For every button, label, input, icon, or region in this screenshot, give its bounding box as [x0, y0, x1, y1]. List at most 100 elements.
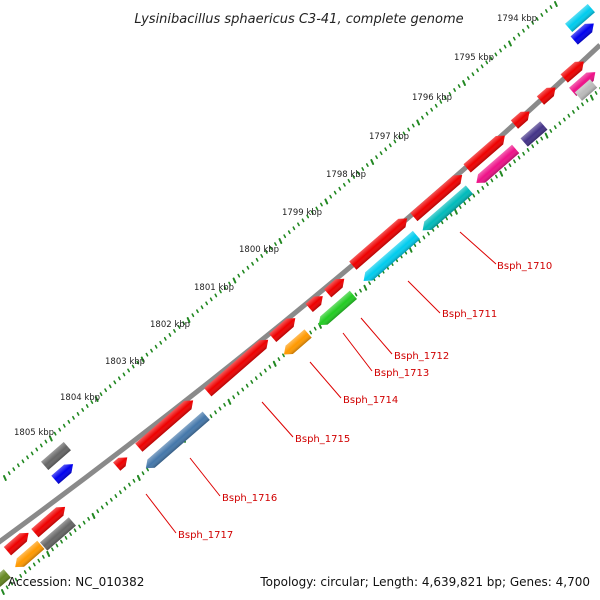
ruler-label-1803: 1803 kbp	[105, 357, 145, 367]
ruler-major-tick	[94, 396, 99, 402]
gene-label-bsph-1716[interactable]: Bsph_1716	[222, 493, 277, 504]
gene-red-1796[interactable]	[510, 107, 533, 129]
ruler-dot	[136, 360, 140, 365]
gene-bsph-1710-outer[interactable]	[349, 214, 411, 270]
ruler-dot	[205, 301, 209, 306]
ruler-dot	[440, 220, 444, 225]
ruler-dot	[177, 325, 181, 329]
ruler-dot	[309, 330, 313, 335]
ruler-dot	[457, 84, 461, 88]
ruler-dot	[108, 384, 112, 389]
gene-red-1804[interactable]	[135, 396, 197, 452]
ruler-dot	[44, 439, 48, 444]
gene-label-bsph-1715[interactable]: Bsph_1715	[295, 434, 350, 445]
gene-label-bsph-1711[interactable]: Bsph_1711	[442, 309, 497, 320]
ruler-dot	[209, 414, 213, 419]
ruler-label-1800: 1800 kbp	[239, 245, 279, 255]
gene-olive-corner[interactable]	[0, 569, 11, 587]
gene-red-bottom-a[interactable]	[31, 503, 68, 538]
gene-red-bottom-b[interactable]	[3, 529, 32, 556]
ruler-dot	[434, 103, 438, 108]
gene-cyan-top[interactable]	[565, 4, 595, 32]
gene-red-1794[interactable]	[560, 57, 588, 83]
ruler-dot	[439, 99, 443, 104]
ruler-dot	[430, 107, 434, 112]
ruler-dot	[28, 566, 32, 571]
ruler-dot	[263, 368, 267, 373]
leader-line-7	[189, 457, 221, 497]
gene-navy[interactable]	[520, 121, 548, 147]
ruler-dot	[223, 285, 227, 290]
ruler-dot	[562, 117, 566, 122]
ruler-dot	[359, 288, 362, 293]
gene-gray-bottom[interactable]	[40, 517, 76, 551]
ruler-dot	[53, 431, 57, 436]
gene-magenta-top[interactable]	[569, 68, 599, 96]
gene-bsph-1715[interactable]	[204, 336, 272, 397]
leader-line-2	[407, 280, 441, 314]
ruler-dot	[128, 482, 131, 487]
ruler-dot	[485, 60, 489, 65]
gene-label-bsph-1714[interactable]: Bsph_1714	[343, 395, 398, 406]
gene-red-1802[interactable]	[269, 314, 299, 342]
ruler-dot	[182, 321, 186, 325]
ruler-dot	[96, 509, 100, 514]
gene-blue-top[interactable]	[570, 19, 598, 45]
ruler-major-tick	[278, 238, 283, 244]
gene-gray-1805[interactable]	[41, 442, 71, 470]
ruler-dot	[431, 227, 435, 232]
ruler-major-tick	[589, 94, 594, 101]
gene-bsph-1716[interactable]	[142, 411, 210, 473]
ruler-dot	[58, 427, 62, 432]
ruler-dot	[113, 380, 117, 385]
ruler-dot	[375, 155, 378, 160]
gene-bsph-1712[interactable]	[315, 290, 357, 329]
ruler-dot	[522, 28, 525, 33]
gene-lightgray-top[interactable]	[574, 79, 598, 101]
ruler-dot	[21, 459, 25, 464]
gene-red-small-a[interactable]	[324, 275, 348, 298]
ruler-dot	[292, 226, 296, 231]
gene-label-bsph-1712[interactable]: Bsph_1712	[394, 351, 449, 362]
ruler-major-tick	[416, 119, 421, 126]
gene-leader-lines	[145, 231, 497, 534]
ruler-major-tick	[324, 198, 329, 205]
gene-bsph-1714[interactable]	[280, 329, 312, 358]
gene-label-bsph-1717[interactable]: Bsph_1717	[178, 530, 233, 541]
ruler-dot	[508, 163, 512, 168]
gene-blue-1805[interactable]	[51, 460, 76, 485]
ruler-dot	[393, 139, 397, 144]
ruler-major-tick	[136, 474, 141, 481]
gene-orange-bottom[interactable]	[12, 540, 45, 572]
ruler-dot	[87, 516, 91, 521]
gene-magenta-1798[interactable]	[473, 144, 520, 187]
gene-bsph-1711[interactable]	[360, 230, 421, 285]
gene-red-1795[interactable]	[536, 83, 559, 105]
gene-label-bsph-1710[interactable]: Bsph_1710	[497, 261, 552, 272]
ruler-major-tick	[3, 475, 7, 481]
gene-teal-1710[interactable]	[419, 185, 474, 235]
ruler-dot	[100, 505, 104, 510]
ruler-major-tick	[370, 159, 375, 165]
ruler-major-tick	[186, 317, 191, 323]
ruler-dot	[581, 102, 584, 107]
gene-red-tiny[interactable]	[113, 453, 131, 471]
ruler-dot	[411, 123, 415, 128]
ruler-dot	[361, 167, 365, 171]
gene-red-1797[interactable]	[463, 131, 509, 173]
ruler-major-tick	[48, 435, 53, 442]
ruler-dot	[413, 243, 417, 247]
ruler-dot	[310, 210, 314, 215]
ruler-dot	[5, 585, 9, 590]
ruler-dot	[12, 467, 16, 472]
ruler-dot	[352, 175, 355, 179]
ruler-dot	[485, 182, 489, 187]
ruler-dot	[26, 455, 29, 460]
gene-red-1798[interactable]	[410, 171, 466, 222]
ruler-dot	[251, 261, 254, 266]
ruler-dot	[114, 494, 118, 498]
gene-label-bsph-1713[interactable]: Bsph_1713	[374, 368, 429, 379]
gene-red-small-b[interactable]	[305, 292, 327, 313]
ruler-dot	[60, 539, 63, 544]
ruler-dot	[535, 16, 539, 21]
